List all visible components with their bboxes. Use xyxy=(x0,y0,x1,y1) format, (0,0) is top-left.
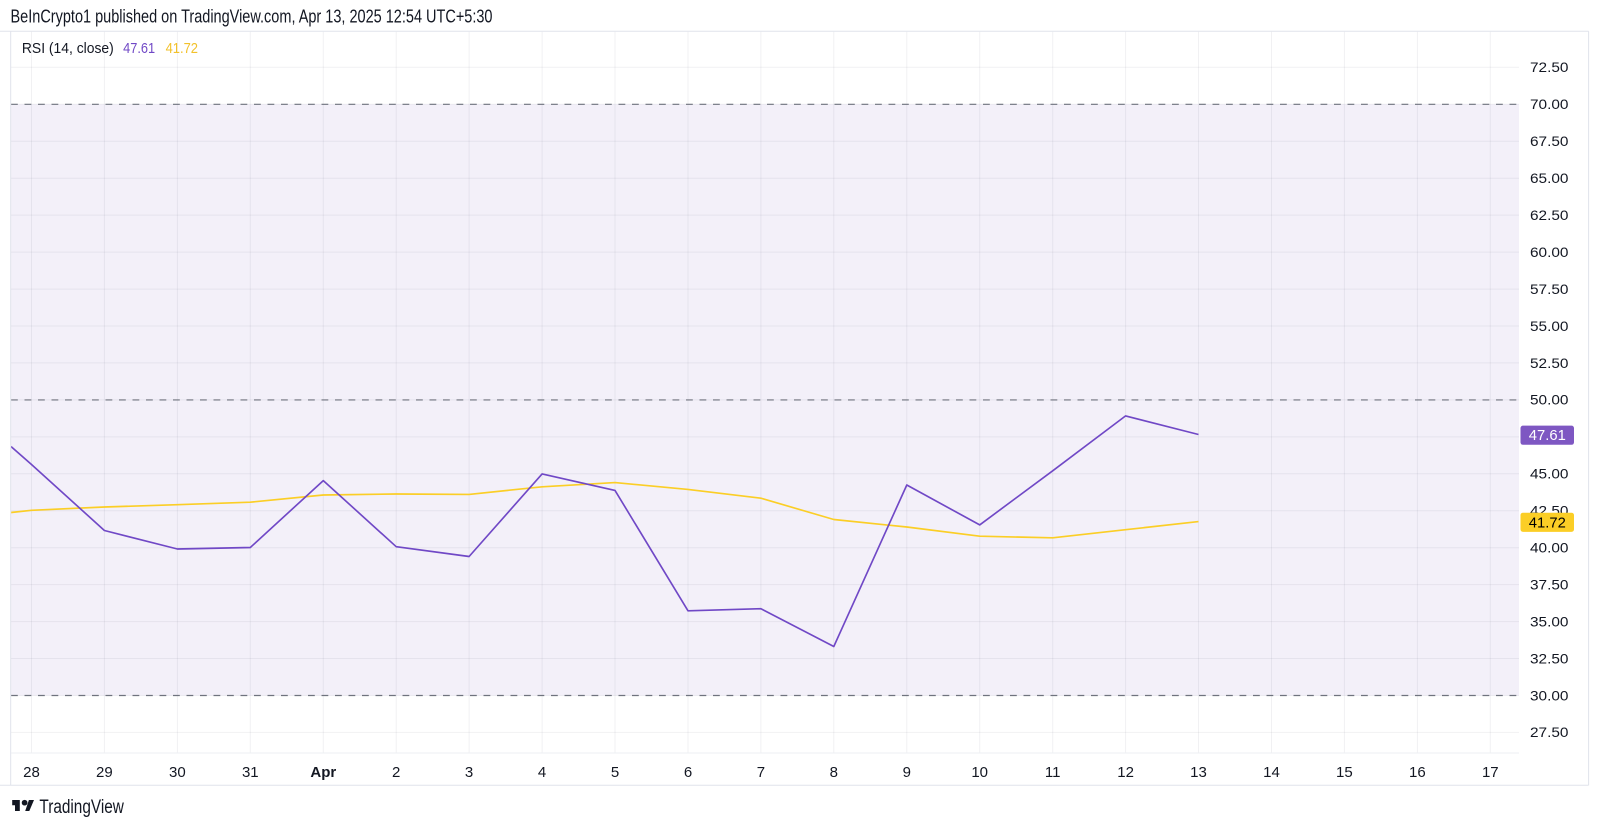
svg-text:RSI (14, close): RSI (14, close) xyxy=(22,40,114,57)
svg-text:9: 9 xyxy=(903,764,911,781)
svg-text:14: 14 xyxy=(1263,764,1280,781)
svg-text:72.50: 72.50 xyxy=(1530,59,1569,75)
svg-text:TradingView: TradingView xyxy=(39,797,124,818)
svg-text:15: 15 xyxy=(1336,764,1353,781)
svg-text:70.00: 70.00 xyxy=(1530,96,1569,112)
svg-text:32.50: 32.50 xyxy=(1530,650,1569,666)
svg-text:37.50: 37.50 xyxy=(1530,576,1569,592)
svg-text:50.00: 50.00 xyxy=(1530,392,1569,408)
svg-text:47.61: 47.61 xyxy=(123,40,155,57)
svg-text:41.72: 41.72 xyxy=(166,40,198,57)
svg-text:2: 2 xyxy=(392,764,400,781)
svg-text:8: 8 xyxy=(830,764,838,781)
svg-text:BeInCrypto1 published on Tradi: BeInCrypto1 published on TradingView.com… xyxy=(11,7,493,27)
svg-text:52.50: 52.50 xyxy=(1530,355,1569,371)
svg-text:29: 29 xyxy=(96,764,113,781)
svg-text:67.50: 67.50 xyxy=(1530,133,1569,149)
svg-text:Apr: Apr xyxy=(310,764,336,781)
svg-text:5: 5 xyxy=(611,764,619,781)
svg-text:28: 28 xyxy=(23,764,40,781)
svg-text:31: 31 xyxy=(242,764,259,781)
svg-text:4: 4 xyxy=(538,764,546,781)
svg-text:11: 11 xyxy=(1045,764,1061,781)
svg-text:12: 12 xyxy=(1117,764,1134,781)
svg-text:45.00: 45.00 xyxy=(1530,466,1569,482)
svg-text:35.00: 35.00 xyxy=(1530,613,1569,629)
svg-text:17: 17 xyxy=(1482,764,1499,781)
svg-text:27.50: 27.50 xyxy=(1530,724,1569,740)
svg-text:62.50: 62.50 xyxy=(1530,207,1569,223)
svg-text:7: 7 xyxy=(757,764,765,781)
svg-text:57.50: 57.50 xyxy=(1530,281,1569,297)
svg-text:30: 30 xyxy=(169,764,186,781)
svg-text:13: 13 xyxy=(1190,764,1207,781)
svg-text:30.00: 30.00 xyxy=(1530,687,1569,703)
svg-text:16: 16 xyxy=(1409,764,1426,781)
svg-text:40.00: 40.00 xyxy=(1530,540,1569,556)
svg-text:41.72: 41.72 xyxy=(1529,515,1566,531)
svg-text:6: 6 xyxy=(684,764,692,781)
svg-text:3: 3 xyxy=(465,764,473,781)
svg-text:47.61: 47.61 xyxy=(1529,428,1566,444)
svg-text:65.00: 65.00 xyxy=(1530,170,1569,186)
svg-text:10: 10 xyxy=(971,764,988,781)
svg-text:55.00: 55.00 xyxy=(1530,318,1569,334)
svg-text:60.00: 60.00 xyxy=(1530,244,1569,260)
